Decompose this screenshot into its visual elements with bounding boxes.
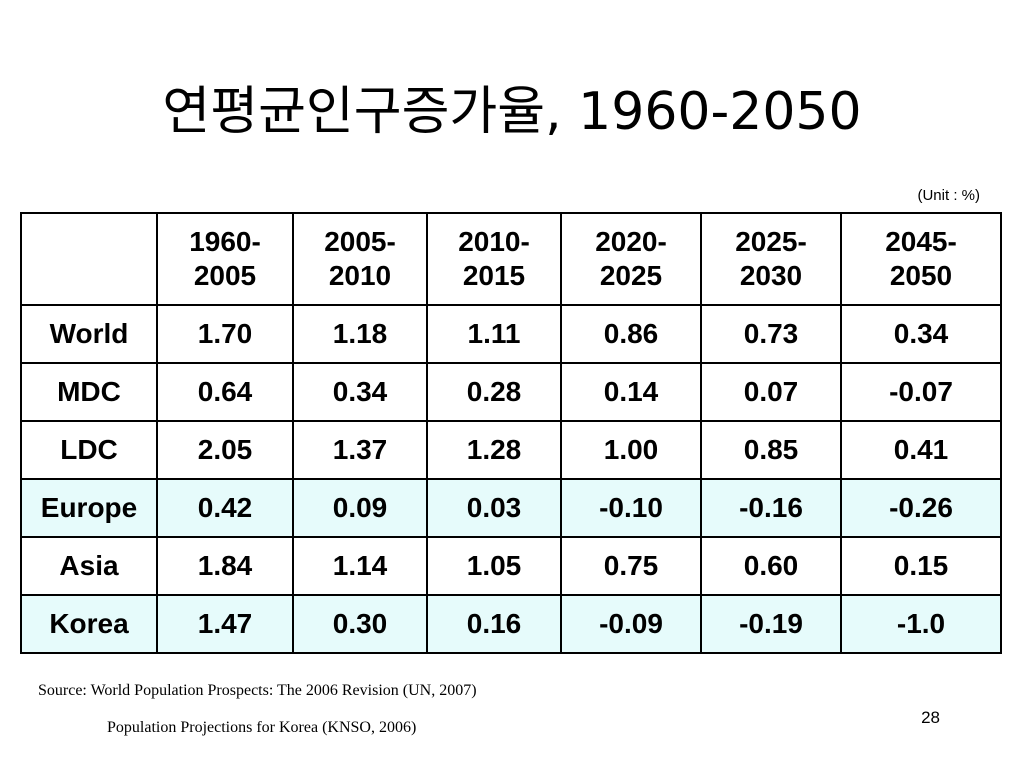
row-label: Europe — [20, 478, 158, 538]
table-cell: 1.14 — [292, 536, 428, 596]
table-cell: -0.26 — [840, 478, 1002, 538]
table-cell: 1.05 — [426, 536, 562, 596]
column-header: 1960- 2005 — [156, 212, 294, 306]
table-cell: 1.37 — [292, 420, 428, 480]
table-row-europe: Europe 0.42 0.09 0.03 -0.10 -0.16 -0.26 — [20, 478, 1002, 538]
column-header: 2025- 2030 — [700, 212, 842, 306]
table-cell: 2.05 — [156, 420, 294, 480]
page-number: 28 — [921, 708, 940, 727]
table-header-row: 1960- 2005 2005- 2010 2010- 2015 2020- 2025 … — [20, 212, 1002, 306]
table-cell: 0.60 — [700, 536, 842, 596]
table-cell: 0.41 — [840, 420, 1002, 480]
column-header: 2020- 2025 — [560, 212, 702, 306]
table-corner-cell — [20, 212, 158, 306]
row-label: Asia — [20, 536, 158, 596]
table-cell: 0.34 — [292, 362, 428, 422]
table-cell: 0.16 — [426, 594, 562, 654]
table-cell: -0.07 — [840, 362, 1002, 422]
table-cell: -0.19 — [700, 594, 842, 654]
table-cell: 0.09 — [292, 478, 428, 538]
table-cell: 0.30 — [292, 594, 428, 654]
table-cell: -0.09 — [560, 594, 702, 654]
table-row-asia: Asia 1.84 1.14 1.05 0.75 0.60 0.15 — [20, 536, 1002, 596]
unit-note: (Unit : %) — [917, 187, 980, 204]
table-cell: 1.84 — [156, 536, 294, 596]
table-row-korea: Korea 1.47 0.30 0.16 -0.09 -0.19 -1.0 — [20, 594, 1002, 654]
table-cell: 0.34 — [840, 304, 1002, 364]
table-cell: 1.47 — [156, 594, 294, 654]
table-cell: 0.85 — [700, 420, 842, 480]
row-label: MDC — [20, 362, 158, 422]
table-cell: 0.15 — [840, 536, 1002, 596]
source-note: Source: World Population Prospects: The … — [38, 682, 477, 699]
table-row-world: World 1.70 1.18 1.11 0.86 0.73 0.34 — [20, 304, 1002, 364]
row-label: Korea — [20, 594, 158, 654]
table-cell: -0.16 — [700, 478, 842, 538]
table-cell: 1.28 — [426, 420, 562, 480]
table-cell: 0.64 — [156, 362, 294, 422]
table-cell: 0.03 — [426, 478, 562, 538]
table-cell: 1.11 — [426, 304, 562, 364]
table-cell: 0.75 — [560, 536, 702, 596]
row-label: World — [20, 304, 158, 364]
column-header: 2045- 2050 — [840, 212, 1002, 306]
table-cell: 0.07 — [700, 362, 842, 422]
table-cell: 0.73 — [700, 304, 842, 364]
table-cell: 0.28 — [426, 362, 562, 422]
table-cell: 0.86 — [560, 304, 702, 364]
column-header: 2010- 2015 — [426, 212, 562, 306]
population-growth-table: 1960- 2005 2005- 2010 2010- 2015 2020- 2025 … — [20, 212, 1002, 654]
table-cell: 0.42 — [156, 478, 294, 538]
table-cell: 1.00 — [560, 420, 702, 480]
table-cell: 0.14 — [560, 362, 702, 422]
table-cell: 1.18 — [292, 304, 428, 364]
table-cell: -1.0 — [840, 594, 1002, 654]
table-cell: -0.10 — [560, 478, 702, 538]
column-header: 2005- 2010 — [292, 212, 428, 306]
source-note-secondary: Population Projections for Korea (KNSO, … — [107, 719, 417, 736]
table-row-mdc: MDC 0.64 0.34 0.28 0.14 0.07 -0.07 — [20, 362, 1002, 422]
row-label: LDC — [20, 420, 158, 480]
slide-title: 연평균인구증가율, 1960-2050 — [162, 82, 862, 142]
table-cell: 1.70 — [156, 304, 294, 364]
table-row-ldc: LDC 2.05 1.37 1.28 1.00 0.85 0.41 — [20, 420, 1002, 480]
